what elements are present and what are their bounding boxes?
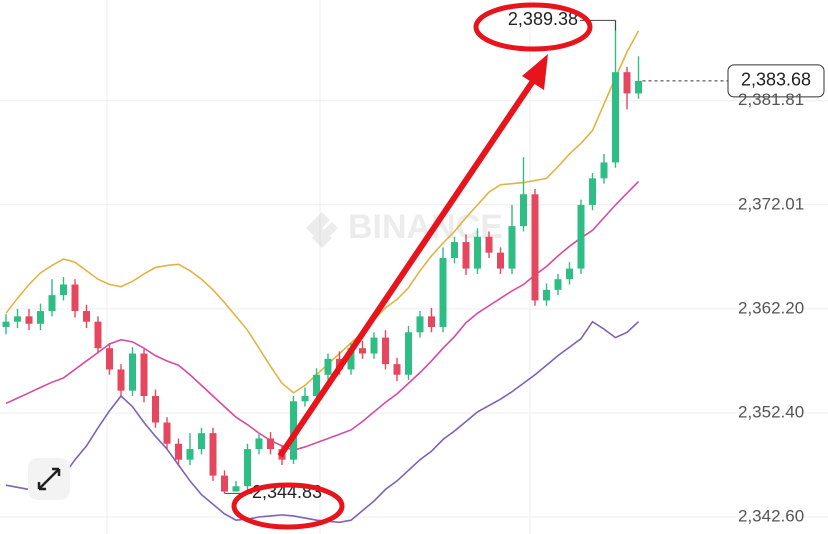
candle-body — [60, 284, 67, 296]
y-tick-label: 2,381.81 — [738, 90, 804, 109]
candle-body — [577, 204, 585, 269]
candle-body — [140, 353, 148, 396]
candle-body — [370, 337, 378, 354]
candle-body — [244, 449, 251, 487]
candle-body — [106, 348, 113, 370]
y-tick-label: 2,372.01 — [738, 194, 804, 213]
candle-body — [209, 433, 217, 476]
candle-body — [221, 475, 228, 492]
candle-body — [531, 194, 539, 301]
candle-body — [152, 395, 159, 423]
arrow-head — [522, 54, 548, 90]
candle-body — [117, 369, 125, 391]
plot — [2, 20, 642, 524]
last-price-label: 2,383.68 — [741, 70, 811, 90]
candle-body — [324, 358, 332, 375]
candle-body — [623, 72, 631, 94]
candle-body — [301, 395, 309, 402]
candle-body — [94, 321, 102, 349]
y-tick-label: 2,352.40 — [738, 402, 804, 421]
candle-body — [416, 316, 424, 333]
arrow-shaft — [277, 76, 538, 458]
candle-body — [462, 242, 470, 269]
candle-body — [635, 80, 642, 94]
candle-body — [290, 401, 297, 460]
candle-body — [566, 268, 573, 280]
high-marker-label: 2,389.38 — [508, 9, 578, 29]
candle-body — [485, 236, 493, 253]
candle-body — [543, 289, 550, 301]
candle-body — [175, 443, 182, 460]
candle-body — [497, 252, 504, 269]
candle-body — [186, 449, 194, 460]
candle-body — [2, 321, 10, 327]
candle-body — [382, 337, 389, 365]
expand-button[interactable] — [28, 458, 70, 500]
candle-body — [612, 72, 619, 163]
candle-body — [83, 311, 90, 322]
y-tick-label: 2,342.60 — [738, 506, 804, 525]
candle-body — [405, 332, 412, 375]
candle-body — [554, 279, 562, 290]
watermark-logo — [306, 212, 338, 248]
candle-body — [267, 438, 274, 450]
candle-body — [347, 348, 355, 370]
low-highlight — [231, 482, 345, 530]
candle-body — [451, 242, 458, 258]
high-highlight — [473, 2, 593, 52]
candle-body — [37, 311, 44, 324]
candle-body — [474, 236, 481, 269]
candle-body — [163, 422, 171, 444]
candle-body — [313, 374, 320, 396]
candle-body — [232, 486, 240, 492]
trend-arrow — [277, 54, 548, 458]
y-tick-label: 2,362.20 — [738, 298, 804, 317]
annotations: 2,389.382,344.832,383.68 — [224, 9, 825, 502]
candle-body — [71, 284, 79, 312]
candle-body — [600, 162, 608, 179]
candle-body — [589, 178, 596, 205]
candle-body — [508, 226, 516, 269]
candle-body — [198, 433, 205, 450]
candle-body — [48, 295, 56, 312]
candle-body — [255, 438, 263, 450]
candle-body — [520, 194, 527, 227]
band-line — [5, 30, 640, 394]
candle-body — [439, 257, 447, 327]
candle-body — [359, 348, 366, 354]
candle-body — [129, 353, 136, 391]
expand-icon[interactable] — [37, 467, 61, 491]
candle-body — [393, 364, 401, 375]
candle-body — [25, 316, 33, 324]
watermark: BINANCE — [306, 208, 503, 248]
last-price-box — [727, 64, 825, 98]
candle-body — [428, 316, 435, 327]
candle-body — [14, 316, 21, 322]
